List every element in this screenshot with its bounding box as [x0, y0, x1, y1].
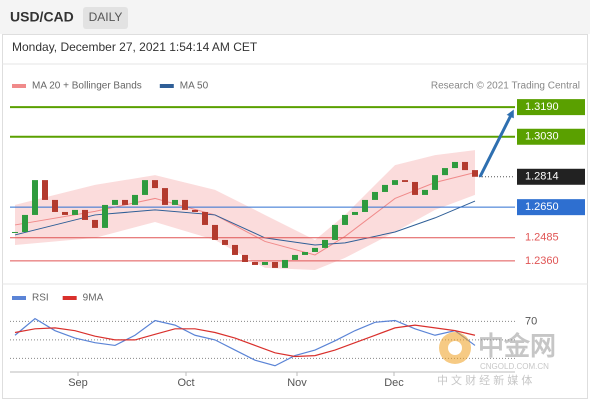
candle — [322, 239, 328, 248]
candle — [132, 194, 138, 205]
timeframe[interactable]: DAILY — [89, 10, 123, 24]
x-tick-label: Sep — [68, 377, 88, 389]
forecast-arrow — [478, 109, 514, 178]
candle — [272, 261, 278, 268]
candle — [182, 199, 188, 210]
candle — [402, 180, 408, 182]
level-badge — [517, 168, 585, 185]
level-label: 1.2814 — [525, 171, 559, 183]
x-tick-label: Oct — [177, 377, 194, 389]
candle — [172, 199, 178, 205]
watermark-tagline: 中 文 财 经 新 媒 体 — [437, 373, 532, 387]
level-label: 1.3030 — [525, 131, 559, 143]
candle — [252, 261, 258, 265]
candle — [452, 161, 458, 169]
candle — [12, 231, 18, 233]
candle — [102, 204, 108, 228]
candle — [362, 199, 368, 212]
candle — [192, 209, 198, 212]
watermark-site: CNGOLD.COM.CN — [480, 362, 549, 371]
legend-label: 9MA — [83, 293, 104, 304]
watermark: 中金网 CNGOLD.COM.CN 中 文 财 经 新 媒 体 — [437, 331, 556, 387]
legend-swatch — [12, 296, 26, 300]
candle — [372, 191, 378, 200]
y-tick-label: 70 — [525, 315, 537, 327]
legend-swatch — [159, 84, 174, 88]
level-label: 1.3190 — [525, 101, 559, 113]
candle — [142, 180, 148, 195]
candle — [242, 254, 248, 262]
indicator-line — [14, 324, 476, 358]
candle — [152, 180, 158, 189]
watermark-logo — [448, 341, 462, 355]
level-badge — [517, 199, 585, 216]
candle — [72, 209, 78, 215]
candle — [222, 239, 228, 245]
candle — [212, 224, 218, 240]
candle — [472, 170, 478, 177]
candle — [22, 214, 28, 232]
ma-line — [14, 200, 476, 246]
candle — [292, 254, 298, 260]
candle — [32, 180, 38, 215]
legend-label: MA 50 — [180, 81, 209, 92]
candle — [202, 211, 208, 225]
x-tick-label: Nov — [287, 377, 307, 389]
candle — [42, 180, 48, 200]
candle — [302, 251, 308, 255]
candle — [442, 168, 448, 176]
x-tick-label: Dec — [384, 377, 404, 389]
candle — [342, 214, 348, 225]
candle — [312, 247, 318, 252]
candle — [382, 184, 388, 192]
indicator-line — [14, 317, 476, 367]
level-badge — [517, 99, 585, 116]
candle — [112, 199, 118, 205]
watermark-text: 中金网 — [478, 331, 556, 361]
legend-label: RSI — [32, 293, 49, 304]
timeframe-badge[interactable] — [83, 7, 128, 29]
candle — [352, 211, 358, 215]
candle — [92, 219, 98, 228]
legend-swatch — [12, 84, 26, 88]
candle — [432, 175, 438, 190]
candle — [52, 199, 58, 212]
candle — [282, 259, 288, 268]
credit: Research © 2021 Trading Central — [431, 81, 580, 92]
candle — [232, 244, 238, 255]
candle — [462, 161, 468, 171]
candle — [122, 199, 128, 205]
candle — [332, 224, 338, 240]
candle — [422, 189, 428, 195]
legend-label: MA 20 + Bollinger Bands — [32, 81, 142, 92]
frame — [2, 34, 588, 399]
candle — [392, 180, 398, 185]
candle — [82, 209, 88, 220]
level-badge — [517, 128, 585, 145]
level-label: 1.2650 — [525, 201, 559, 213]
symbol: USD/CAD — [10, 9, 74, 25]
level-label: 1.2360 — [525, 255, 559, 267]
candle — [262, 261, 268, 265]
legend-swatch — [62, 296, 77, 300]
level-label: 1.2485 — [525, 232, 559, 244]
candle — [62, 211, 68, 215]
timestamp: Monday, December 27, 2021 1:54:14 AM CET — [12, 40, 258, 54]
candle — [412, 181, 418, 195]
candle — [162, 188, 168, 205]
